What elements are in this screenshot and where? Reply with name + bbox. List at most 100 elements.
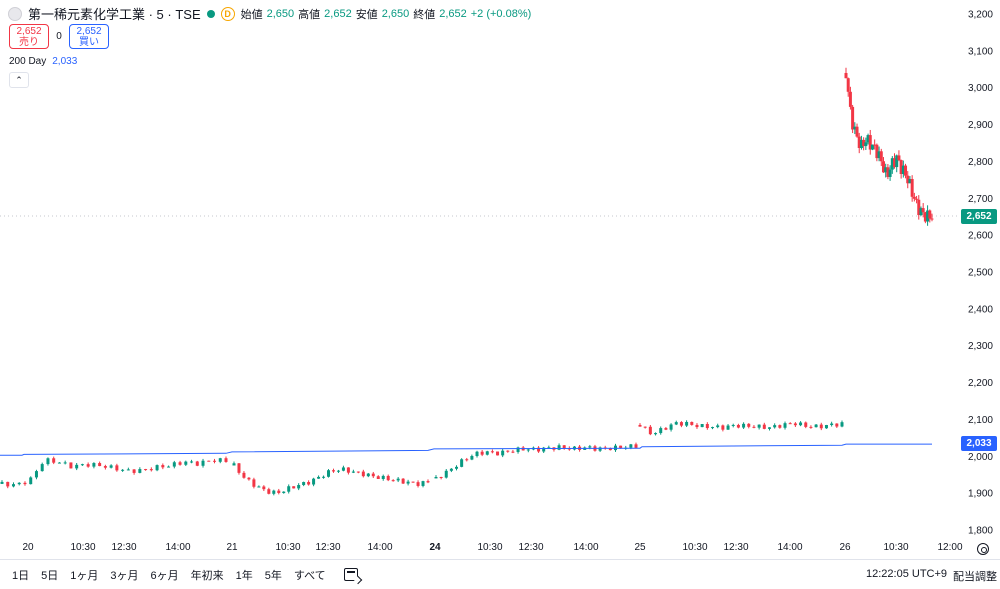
candle-body [381, 475, 385, 479]
range-6m-button[interactable]: 6ヶ月 [150, 569, 179, 582]
ma-legend-value: 2,033 [52, 56, 78, 67]
trade-buttons: 2,652 売り 0 2,652 買い [9, 24, 109, 49]
y-tick-label: 1,800 [968, 526, 993, 537]
candle-body [908, 179, 912, 184]
candle-body [434, 477, 438, 479]
gear-icon[interactable] [977, 543, 989, 555]
candle-body [814, 424, 818, 428]
candle-body [401, 478, 405, 484]
ohlc-high-value: 2,652 [324, 7, 352, 20]
candle-body [201, 460, 205, 466]
candle-body [356, 471, 360, 473]
range-5y-button[interactable]: 5年 [264, 569, 282, 582]
goto-date-icon[interactable] [343, 568, 358, 581]
ma-legend-label: 200 Day [9, 56, 47, 67]
candle-body [63, 462, 67, 464]
x-tick-label: 26 [839, 542, 851, 553]
candle-body [873, 144, 877, 146]
candle-body [840, 422, 844, 427]
candle-body [195, 461, 199, 466]
buy-label: 買い [79, 37, 99, 48]
candle-body [859, 139, 863, 149]
candle-body [391, 480, 395, 482]
ohlc-low-value: 2,650 [381, 7, 410, 20]
y-tick-label: 2,900 [968, 120, 993, 131]
candle-body [287, 486, 291, 492]
interval-badge[interactable]: D [220, 6, 235, 21]
candle-body [23, 482, 27, 485]
candle-body [762, 424, 766, 429]
candle-body [109, 465, 113, 468]
y-tick-label: 2,700 [968, 194, 993, 205]
chevron-up-icon[interactable]: ⌃ [9, 72, 29, 88]
sell-button[interactable]: 2,652 売り [9, 24, 49, 49]
candle-body [11, 484, 15, 487]
range-ytd-button[interactable]: 年初来 [190, 569, 224, 582]
range-1d-button[interactable]: 1日 [12, 569, 30, 582]
candle-body [895, 155, 899, 168]
symbol-header: 第一稀元素化学工業 · 5 · TSE D 始値 2,650 高値 2,652 安値… [8, 4, 531, 23]
candle-body [747, 423, 751, 427]
candle-body [267, 489, 271, 494]
x-tick-label: 25 [634, 542, 646, 553]
candle-body [643, 426, 647, 428]
candle-body [421, 481, 425, 486]
range-3m-button[interactable]: 3ヶ月 [110, 569, 139, 582]
range-1m-button[interactable]: 1ヶ月 [70, 569, 99, 582]
candle-body [506, 450, 510, 452]
candle-body [57, 462, 61, 464]
candle-body [881, 161, 885, 173]
range-all-button[interactable]: すべて [293, 569, 326, 582]
candle-body [926, 210, 930, 222]
candle-body [912, 196, 916, 199]
candle-body [557, 445, 561, 450]
x-tick-label: 14:00 [367, 542, 392, 553]
candle-body [46, 458, 50, 465]
candle-body [711, 427, 715, 429]
candle-body [0, 481, 4, 484]
ohlc-close-value: 2,652 [439, 7, 467, 20]
symbol-logo-icon[interactable] [8, 6, 22, 21]
candle-body [511, 451, 515, 453]
candle-body [773, 425, 777, 428]
candle-body [870, 144, 874, 150]
candle-body [29, 477, 33, 485]
x-tick-label: 10:30 [883, 542, 908, 553]
y-tick-label: 3,100 [968, 46, 993, 57]
ma-legend[interactable]: 200 Day 2,033 [9, 56, 77, 67]
x-tick-label: 12:30 [518, 542, 543, 553]
candle-body [638, 424, 642, 427]
range-5d-button[interactable]: 5日 [41, 569, 59, 582]
candle-body [921, 208, 925, 213]
candle-body [705, 424, 709, 429]
candle-body [835, 423, 839, 427]
candle-body [516, 447, 520, 452]
dividend-adjust-button[interactable]: 配当調整 [953, 571, 997, 583]
candle-body [731, 424, 735, 426]
candle-body [155, 465, 159, 471]
candle-body [331, 470, 335, 472]
candle-body [901, 165, 905, 175]
symbol-title[interactable]: 第一稀元素化学工業 · 5 · TSE [28, 7, 201, 22]
candle-body [767, 427, 771, 429]
candle-body [868, 135, 872, 150]
clock[interactable]: 12:22:05 UTC+9 [866, 568, 948, 580]
candle-body [17, 482, 21, 485]
ma-price-tag: 2,033 [961, 436, 997, 451]
candle-body [619, 445, 623, 449]
candle-body [292, 486, 296, 489]
buy-button[interactable]: 2,652 買い [69, 24, 109, 49]
candle-body [752, 426, 756, 428]
price-chart[interactable]: 3,200 3,100 3,000 2,900 2,800 2,700 2,600 2,500… [0, 0, 1000, 560]
candle-body [819, 424, 823, 429]
candle-body [52, 458, 56, 463]
range-1y-button[interactable]: 1年 [235, 569, 253, 582]
sell-label: 売り [19, 37, 39, 48]
candle-body [788, 423, 792, 425]
candle-body [282, 491, 286, 493]
x-tick-label: 24 [429, 542, 441, 553]
candle-body [875, 144, 879, 159]
candle-body [721, 425, 725, 430]
candle-body [312, 478, 316, 485]
candle-body [742, 423, 746, 428]
